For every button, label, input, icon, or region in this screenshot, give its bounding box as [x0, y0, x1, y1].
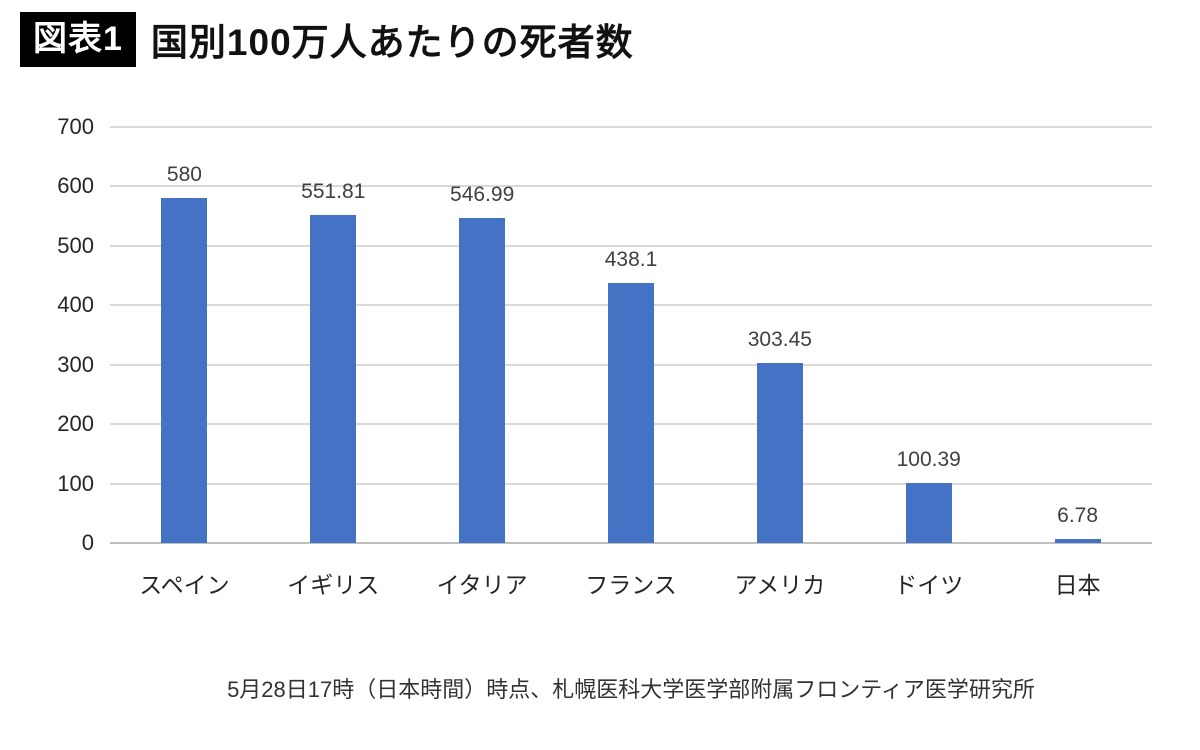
bar-column: 6.78 — [1003, 127, 1152, 543]
bar-value-label: 438.1 — [604, 247, 658, 271]
gridline — [110, 185, 1152, 188]
bar — [1054, 539, 1101, 543]
bar-column: 580 — [110, 127, 259, 543]
bar-value-label: 580 — [166, 163, 202, 187]
source-note: 5月28日17時（日本時間）時点、札幌医科大学医学部附属フロンティア医学研究所 — [227, 677, 1035, 702]
bar — [310, 215, 357, 543]
x-axis-line — [110, 542, 1152, 544]
y-axis-tick-label: 300 — [57, 351, 94, 377]
bar-value-label: 6.78 — [1057, 504, 1099, 527]
x-axis-category-label: スペイン — [139, 572, 230, 598]
bar-column: 551.81 — [259, 127, 408, 543]
gridline — [110, 244, 1152, 247]
bar — [161, 198, 208, 543]
bar — [756, 362, 803, 543]
figure-number-badge: 図表1 — [20, 12, 136, 67]
y-axis-tick-label: 400 — [57, 292, 94, 318]
x-axis-category-label: イタリア — [436, 572, 528, 598]
y-axis-tick-label: 700 — [57, 114, 94, 139]
bar-value-label: 100.39 — [896, 448, 961, 472]
x-axis-labels: スペイン イギリス イタリア フランス アメリカ ドイツ 日本 — [110, 566, 1152, 600]
y-axis-tick-label: 200 — [57, 411, 94, 437]
y-axis-tick-label: 600 — [57, 173, 94, 199]
bar — [905, 483, 952, 543]
y-axis-tick-label: 500 — [57, 232, 94, 258]
chart-header: 図表1 国別100万人あたりの死者数 — [20, 12, 634, 67]
chart-title: 国別100万人あたりの死者数 — [150, 22, 634, 64]
bar-value-label: 546.99 — [450, 182, 515, 206]
x-axis-category-label: フランス — [585, 572, 677, 598]
bar-column: 438.1 — [557, 127, 706, 543]
gridline — [110, 126, 1152, 128]
bar — [608, 282, 654, 543]
bar-column: 100.39 — [854, 127, 1003, 543]
bars-container: 580 551.81 546.99 438.1 303.45 100.39 6.78 — [110, 127, 1152, 543]
plot-area: 0 100 200 300 400 500 600 700 580 551.81 546.99 438… — [57, 114, 1152, 555]
bar-value-label: 551.81 — [301, 180, 366, 204]
bar — [459, 217, 506, 543]
bar-column: 546.99 — [408, 127, 557, 543]
x-axis-category-label: 日本 — [1054, 572, 1101, 598]
y-axis-tick-label: 100 — [57, 470, 94, 496]
x-axis-category-label: アメリカ — [734, 572, 826, 598]
x-axis-category-label: ドイツ — [894, 572, 964, 598]
x-axis-category-label: イギリス — [287, 572, 380, 598]
y-axis-tick-label: 0 — [81, 530, 94, 555]
bar-column: 303.45 — [705, 127, 854, 543]
bar-value-label: 303.45 — [747, 327, 812, 351]
